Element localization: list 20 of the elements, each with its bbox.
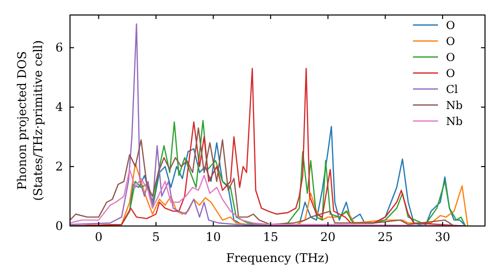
legend-label: O	[446, 35, 456, 48]
x-axis-title: Frequency (THz)	[226, 251, 329, 265]
legend-label: O	[446, 19, 456, 32]
legend-label: O	[446, 67, 456, 80]
legend-label: Nb	[446, 99, 463, 112]
y-tick-label: 2	[55, 160, 63, 174]
x-tick-label: 30	[434, 230, 450, 244]
x-tick-label: 0	[94, 230, 102, 244]
x-tick-label: 20	[320, 230, 336, 244]
legend-label: O	[446, 51, 456, 64]
x-tick-label: 10	[206, 230, 221, 244]
y-tick-label: 6	[55, 40, 63, 55]
legend-label: Nb	[446, 115, 463, 128]
y-tick-label: 0	[55, 219, 63, 233]
legend-label: Cl	[446, 83, 458, 96]
y-axis-title: Phonon projected DOS (States/THz·primitive cell)	[15, 40, 45, 201]
x-tick-label: 25	[378, 230, 393, 244]
y-tick-label: 4	[55, 100, 64, 114]
x-tick-label: 15	[262, 230, 278, 244]
x-tick-label: 5	[152, 230, 160, 244]
